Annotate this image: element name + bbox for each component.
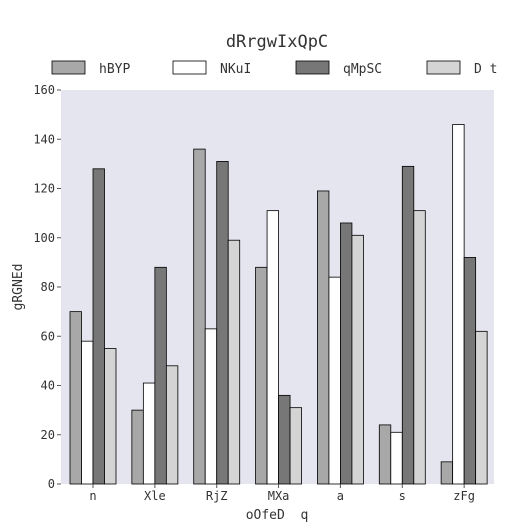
y-axis-label: gRGNEd — [11, 264, 26, 311]
x-tick-label: a — [337, 489, 344, 503]
y-tick-label: 100 — [33, 231, 55, 245]
legend-label-D-t: D t — [474, 62, 497, 77]
bar-D-t-MXa — [289, 407, 302, 485]
bar-hBYP-s — [378, 424, 392, 485]
y-tick-label: 80 — [41, 280, 55, 294]
legend-swatch-NKuI — [172, 60, 207, 75]
x-tick-label: RjZ — [206, 489, 228, 503]
bar-qMpSC-RjZ — [216, 161, 229, 485]
x-axis-label: oOfeD q — [246, 508, 309, 523]
bar-NKuI-a — [328, 276, 341, 485]
bar-NKuI-n — [81, 340, 94, 485]
y-axis-ticks: 0 20 40 60 80 100 120 140 160 — [33, 83, 61, 491]
bar-NKuI-Xle — [142, 382, 156, 485]
bar-qMpSC-Xle — [154, 266, 167, 485]
legend: hBYP NKuI qMpSC D t — [51, 60, 497, 77]
bar-NKuI-zFg — [452, 124, 465, 485]
legend-swatch-D-t — [426, 60, 461, 75]
legend-label-NKuI: NKuI — [220, 62, 251, 77]
bar-hBYP-RjZ — [193, 148, 206, 485]
bar-NKuI-RjZ — [204, 328, 218, 485]
x-axis-ticks: n Xle RjZ MXa a s zFg — [89, 484, 475, 503]
bar-hBYP-Xle — [131, 409, 144, 485]
y-tick-label: 120 — [33, 182, 55, 196]
y-tick-label: 140 — [33, 132, 55, 146]
bar-D-t-RjZ — [227, 239, 241, 485]
bar-qMpSC-MXa — [278, 394, 291, 485]
x-tick-label: n — [89, 489, 96, 503]
legend-label-hBYP: hBYP — [99, 62, 130, 77]
bar-hBYP-n — [69, 311, 82, 485]
y-tick-label: 0 — [48, 477, 55, 491]
y-tick-label: 160 — [33, 83, 55, 97]
bar-hBYP-zFg — [440, 461, 454, 485]
legend-swatch-qMpSC — [295, 60, 330, 75]
bar-qMpSC-a — [340, 222, 353, 485]
bar-D-t-Xle — [165, 365, 179, 485]
bar-qMpSC-s — [401, 165, 415, 485]
bar-NKuI-MXa — [266, 210, 279, 485]
bar-D-t-n — [104, 348, 117, 485]
y-tick-label: 20 — [41, 428, 55, 442]
bar-qMpSC-n — [92, 168, 105, 485]
chart-title: dRrgwIxQpC — [226, 32, 328, 52]
x-tick-label: MXa — [268, 489, 290, 503]
bar-qMpSC-zFg — [463, 257, 477, 485]
legend-label-qMpSC: qMpSC — [343, 62, 382, 77]
bar-NKuI-s — [390, 431, 403, 485]
x-tick-label: s — [399, 489, 406, 503]
legend-swatch-hBYP — [51, 60, 86, 75]
bar-D-t-a — [351, 234, 364, 485]
x-tick-label: Xle — [144, 489, 166, 503]
bar-D-t-s — [413, 210, 426, 485]
y-tick-label: 60 — [41, 329, 55, 343]
bar-hBYP-a — [317, 190, 330, 485]
bar-hBYP-MXa — [255, 266, 268, 485]
y-tick-label: 40 — [41, 379, 55, 393]
bars-group — [69, 124, 488, 485]
x-tick-label: zFg — [453, 489, 475, 503]
bar-D-t-zFg — [475, 330, 488, 485]
